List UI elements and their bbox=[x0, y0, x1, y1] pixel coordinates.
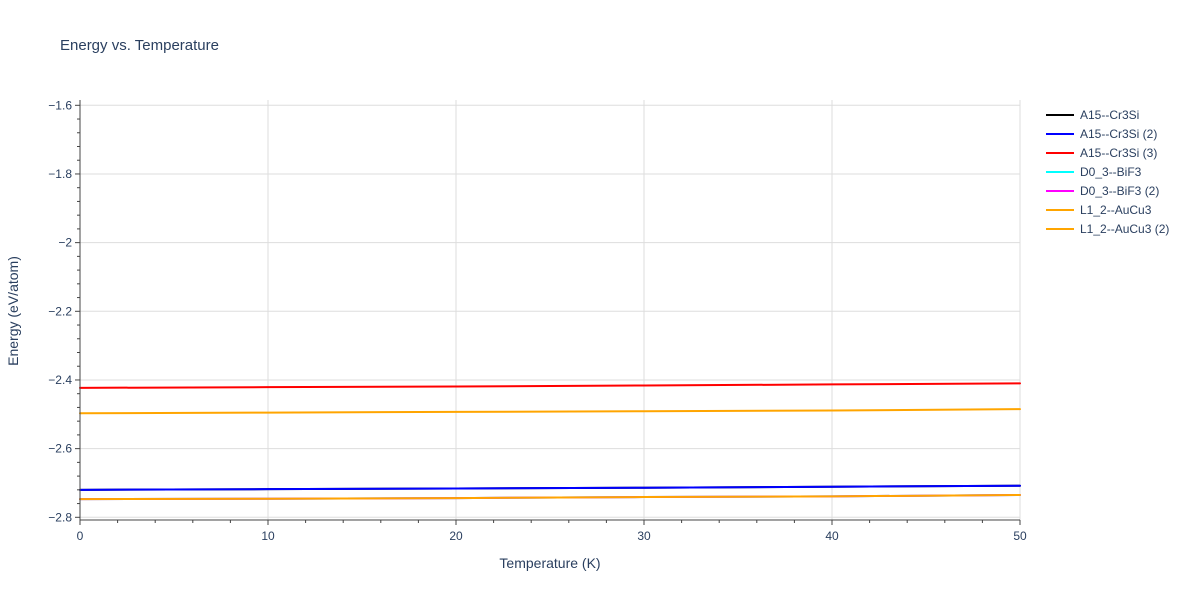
axes: 0 10 20 30 40 50 −2.8 −2.6 −2.4 −2.2 −2 −1.8 −1.6 bbox=[48, 98, 1027, 543]
legend-label: L1_2--AuCu3 (2) bbox=[1080, 222, 1169, 236]
legend-label: D0_3--BiF3 (2) bbox=[1080, 184, 1159, 198]
series-line-6 bbox=[79, 493, 1021, 501]
legend: A15--Cr3Si A15--Cr3Si (2) A15--Cr3Si (3) D0… bbox=[1046, 108, 1169, 236]
legend-label: A15--Cr3Si (2) bbox=[1080, 127, 1157, 141]
y-tick-label: −2.8 bbox=[48, 510, 72, 524]
legend-label: D0_3--BiF3 bbox=[1080, 165, 1142, 179]
y-tick-label: −2.2 bbox=[48, 304, 72, 318]
x-tick-label: 20 bbox=[449, 529, 463, 543]
x-tick-label: 10 bbox=[261, 529, 275, 543]
chart-title: Energy vs. Temperature bbox=[60, 37, 219, 54]
series-lines bbox=[79, 382, 1021, 501]
series-line-5 bbox=[79, 408, 1021, 415]
x-tick-label: 30 bbox=[637, 529, 651, 543]
y-axis-title: Energy (eV/atom) bbox=[5, 256, 21, 366]
series-line-1 bbox=[79, 484, 1021, 491]
x-tick-label: 40 bbox=[825, 529, 839, 543]
x-tick-label: 0 bbox=[77, 529, 84, 543]
y-tick-label: −2.6 bbox=[48, 442, 72, 456]
x-axis-title: Temperature (K) bbox=[499, 555, 600, 571]
series-line-2 bbox=[79, 382, 1021, 389]
legend-label: A15--Cr3Si bbox=[1080, 108, 1139, 122]
x-tick-label: 50 bbox=[1013, 529, 1027, 543]
grid-lines bbox=[80, 100, 1021, 520]
y-tick-label: −1.8 bbox=[48, 167, 72, 181]
y-tick-label: −2 bbox=[58, 236, 72, 250]
legend-label: A15--Cr3Si (3) bbox=[1080, 146, 1157, 160]
plot-area: 0 10 20 30 40 50 −2.8 −2.6 −2.4 −2.2 −2 −1.8 −1.6 bbox=[48, 98, 1027, 543]
y-tick-label: −1.6 bbox=[48, 98, 72, 112]
legend-label: L1_2--AuCu3 bbox=[1080, 203, 1152, 217]
y-tick-label: −2.4 bbox=[48, 373, 72, 387]
